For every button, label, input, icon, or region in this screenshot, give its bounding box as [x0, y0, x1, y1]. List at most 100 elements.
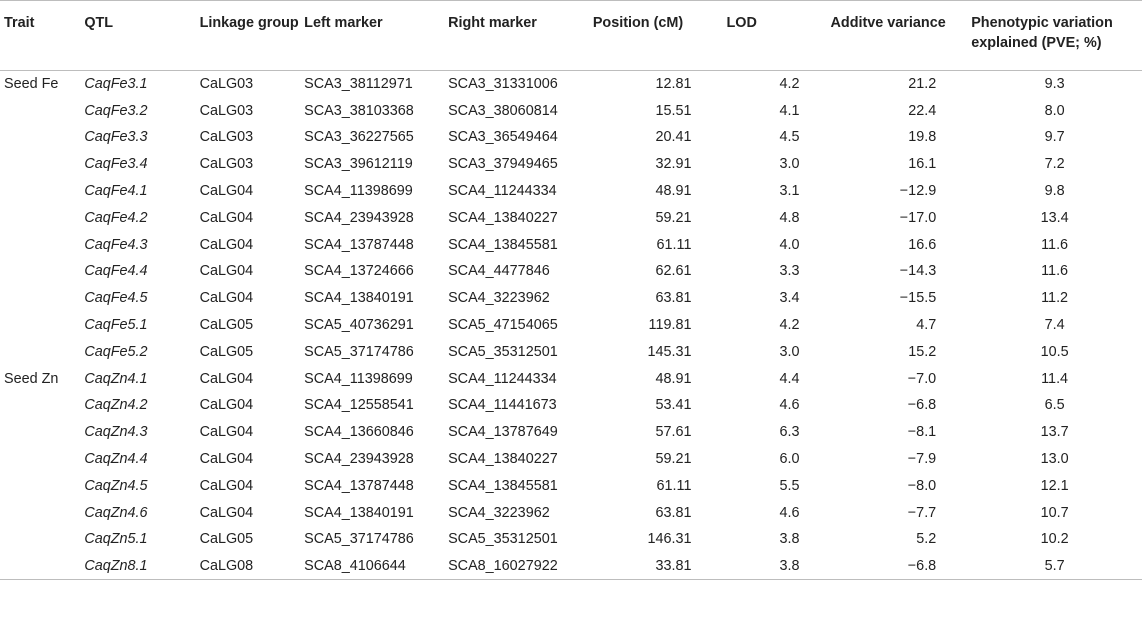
cell-additive-variance: −8.0 [907, 477, 937, 494]
cell-left-marker: SCA4_13840191 [304, 290, 414, 307]
cell-position: 15.51 [655, 102, 692, 119]
cell-pve: 7.4 [1044, 317, 1065, 334]
cell-position: 48.91 [655, 183, 692, 200]
cell-linkage-group: CaLG04 [199, 290, 254, 307]
cell-lod: 4.6 [779, 397, 800, 414]
cell-pve: 13.7 [1040, 424, 1069, 441]
cell-trait [0, 151, 84, 178]
cell-left-marker: SCA3_39612119 [304, 156, 413, 173]
table-row: CaqZn4.4 CaLG04 SCA4_23943928 SCA4_13840227… [0, 446, 1142, 473]
cell-linkage-group: CaLG04 [199, 397, 254, 414]
cell-right-marker: SCA5_47154065 [448, 317, 558, 334]
cell-additive-variance: −7.0 [907, 370, 937, 387]
table-row: CaqZn8.1 CaLG08 SCA8_4106644 SCA8_16027922 3… [0, 552, 1142, 581]
cell-left-marker: SCA5_37174786 [304, 343, 414, 360]
cell-pve: 10.5 [1040, 343, 1069, 360]
cell-qtl: CaqZn8.1 [84, 552, 200, 581]
cell-left-marker: SCA4_13840191 [304, 504, 414, 521]
table-row: CaqFe3.4 CaLG03 SCA3_39612119 SCA3_37949465… [0, 151, 1142, 178]
cell-right-marker: SCA4_4477846 [448, 263, 550, 280]
cell-linkage-group: CaLG04 [199, 424, 254, 441]
cell-pve: 11.6 [1041, 263, 1069, 280]
cell-lod: 4.8 [779, 209, 800, 226]
cell-lod: 4.6 [779, 504, 800, 521]
cell-trait: Seed Fe [4, 76, 59, 93]
table-row: CaqZn4.5 CaLG04 SCA4_13787448 SCA4_13845581… [0, 472, 1142, 499]
cell-left-marker: SCA4_12558541 [304, 397, 414, 414]
cell-qtl: CaqZn4.1 [84, 370, 148, 387]
cell-trait [0, 258, 84, 285]
cell-linkage-group: CaLG05 [199, 343, 254, 360]
cell-qtl: CaqFe3.4 [84, 156, 148, 173]
cell-trait [0, 178, 84, 205]
cell-right-marker: SCA3_38060814 [448, 102, 558, 119]
cell-right-marker: SCA4_11441673 [448, 397, 557, 414]
table-row: CaqFe4.2 CaLG04 SCA4_23943928 SCA4_13840227… [0, 204, 1142, 231]
qtl-table: Trait QTL Linkage group Left marker Righ… [0, 0, 1142, 581]
cell-left-marker: SCA4_13660846 [304, 424, 414, 441]
header-row: Trait QTL Linkage group Left marker Righ… [0, 0, 1142, 71]
cell-linkage-group: CaLG04 [199, 236, 254, 253]
cell-position: 61.11 [656, 236, 692, 253]
cell-lod: 6.0 [779, 451, 800, 468]
cell-linkage-group: CaLG04 [199, 370, 254, 387]
cell-linkage-group: CaLG08 [199, 552, 305, 581]
cell-lod: 3.1 [779, 183, 800, 200]
cell-position: 20.41 [655, 129, 692, 146]
cell-left-marker: SCA5_40736291 [304, 317, 414, 334]
table-row: CaqFe3.3 CaLG03 SCA3_36227565 SCA3_36549464… [0, 124, 1142, 151]
cell-lod: 4.5 [779, 129, 800, 146]
cell-lod: 4.4 [779, 370, 800, 387]
cell-qtl: CaqFe5.2 [84, 343, 148, 360]
cell-position: 63.81 [655, 504, 692, 521]
cell-left-marker: SCA3_38112971 [304, 76, 413, 93]
cell-left-marker: SCA4_13787448 [304, 477, 414, 494]
cell-left-marker: SCA4_13724666 [304, 263, 414, 280]
cell-qtl: CaqZn4.2 [84, 397, 148, 414]
cell-position: 59.21 [655, 209, 692, 226]
cell-pve: 13.0 [1040, 451, 1069, 468]
cell-linkage-group: CaLG03 [199, 129, 254, 146]
cell-trait [0, 312, 84, 339]
cell-position: 57.61 [655, 424, 692, 441]
cell-left-marker: SCA4_13787448 [304, 236, 414, 253]
cell-trait [0, 472, 84, 499]
cell-right-marker: SCA5_35312501 [448, 343, 558, 360]
cell-lod: 4.2 [779, 76, 800, 93]
cell-additive-variance: 19.8 [908, 129, 937, 146]
cell-right-marker: SCA4_13845581 [448, 477, 558, 494]
cell-position: 62.61 [655, 263, 692, 280]
cell-trait [0, 97, 84, 124]
cell-qtl: CaqFe4.5 [84, 290, 148, 307]
cell-left-marker: SCA5_37174786 [304, 531, 414, 548]
cell-trait [0, 526, 84, 553]
cell-left-marker: SCA4_11398699 [304, 183, 413, 200]
cell-additive-variance: −7.7 [907, 504, 937, 521]
cell-additive-variance: −12.9 [899, 183, 937, 200]
table-row: CaqFe5.2 CaLG05 SCA5_37174786 SCA5_35312501… [0, 338, 1142, 365]
cell-trait [0, 392, 84, 419]
cell-trait [0, 231, 84, 258]
cell-qtl: CaqFe4.1 [84, 183, 148, 200]
cell-right-marker: SCA4_11244334 [448, 370, 557, 387]
cell-pve: 11.6 [1041, 236, 1069, 253]
cell-lod: 3.3 [779, 263, 800, 280]
cell-linkage-group: CaLG04 [199, 209, 254, 226]
header-left-marker: Left marker [304, 0, 449, 71]
cell-pve: 10.7 [1040, 504, 1069, 521]
cell-lod: 5.5 [779, 477, 800, 494]
cell-qtl: CaqFe3.3 [84, 129, 148, 146]
cell-linkage-group: CaLG05 [199, 317, 254, 334]
cell-left-marker: SCA4_23943928 [304, 209, 414, 226]
cell-right-marker: SCA5_35312501 [448, 531, 558, 548]
cell-additive-variance: −15.5 [899, 290, 937, 307]
cell-trait [0, 124, 84, 151]
cell-trait: Seed Zn [4, 370, 59, 387]
cell-right-marker: SCA4_3223962 [448, 504, 550, 521]
cell-right-marker: SCA4_13840227 [448, 451, 558, 468]
cell-position: 12.81 [655, 76, 692, 93]
cell-pve: 11.4 [1041, 370, 1069, 387]
cell-linkage-group: CaLG04 [199, 451, 254, 468]
cell-linkage-group: CaLG04 [199, 263, 254, 280]
